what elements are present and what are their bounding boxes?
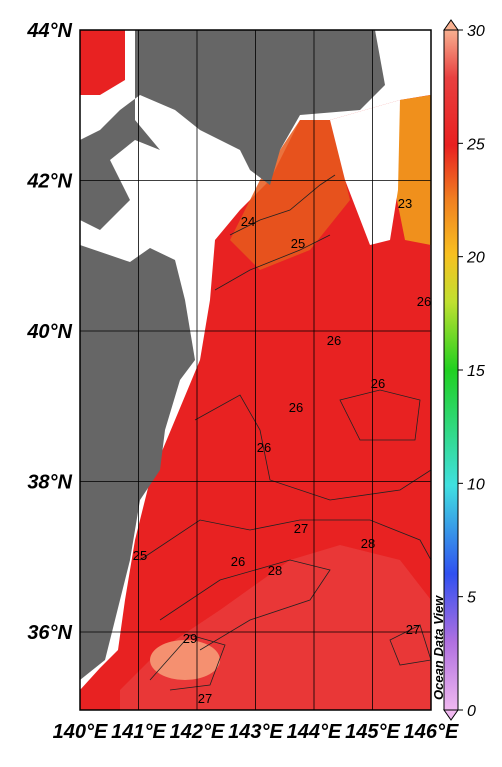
colorbar-label: 0 <box>467 703 476 720</box>
warm-patch <box>230 120 350 270</box>
lat-label: 44°N <box>26 20 72 42</box>
watermark: Ocean Data View <box>431 595 446 700</box>
contour-label: 26 <box>371 376 385 391</box>
lat-label: 40°N <box>26 321 72 343</box>
lon-label: 143°E <box>228 721 283 743</box>
hot-spot <box>150 640 220 680</box>
colorbar-label: 30 <box>467 23 485 40</box>
contour-label: 26 <box>231 554 245 569</box>
contour-label: 26 <box>327 333 341 348</box>
colorbar <box>443 29 459 711</box>
contour-label: 27 <box>406 622 420 637</box>
orange-patch <box>395 95 431 245</box>
lon-label: 141°E <box>111 721 166 743</box>
contour-label: 27 <box>198 691 212 706</box>
lon-label: 144°E <box>287 721 342 743</box>
lon-label: 145°E <box>345 721 400 743</box>
contour-label: 23 <box>398 196 412 211</box>
contour-label: 25 <box>291 236 305 251</box>
contour-label: 28 <box>268 563 282 578</box>
no-data <box>330 100 400 245</box>
colorbar-min-arrow <box>443 709 459 721</box>
lat-label: 36°N <box>27 622 72 644</box>
contour-label: 26 <box>417 294 431 309</box>
contour-label: 26 <box>257 440 271 455</box>
contour-label: 29 <box>183 631 197 646</box>
land-honshu <box>80 245 195 680</box>
colorbar-label: 10 <box>467 476 485 493</box>
colorbar-max-arrow <box>443 19 459 31</box>
lon-label: 140°E <box>53 721 108 743</box>
contour-label: 27 <box>294 521 308 536</box>
lon-label: 146°E <box>404 721 459 743</box>
colorbar-label: 20 <box>466 250 485 267</box>
colorbar-label: 15 <box>467 363 485 380</box>
contours <box>139 174 431 691</box>
colorbar-label: 25 <box>466 136 485 153</box>
lat-label: 38°N <box>27 472 72 494</box>
contour-label: 24 <box>241 214 255 229</box>
contour-label: 25 <box>133 548 147 563</box>
lat-label: 42°N <box>26 171 72 193</box>
sea-patch <box>80 30 125 95</box>
contour-label: 28 <box>361 536 375 551</box>
lon-label: 142°E <box>170 721 225 743</box>
contour-label: 26 <box>289 400 303 415</box>
colorbar-label: 5 <box>467 590 476 607</box>
land-hokkaido <box>80 30 385 230</box>
